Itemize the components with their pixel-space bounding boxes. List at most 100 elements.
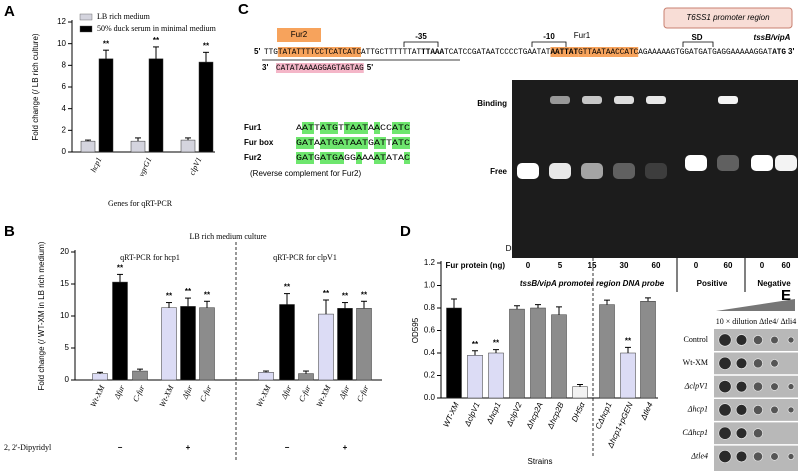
sequence-segment: GTTAATAACCATC [578,48,638,57]
bar [199,307,215,381]
gel-band [718,96,738,104]
significance-label: ** [493,339,500,348]
match-highlight [404,152,410,164]
band-label: Free [490,167,507,176]
significance-label: ** [361,290,368,299]
bar [132,370,148,381]
probe-label: Positive [697,279,728,288]
chart-title: LB rich medium culture [189,232,267,241]
significance-label: ** [103,39,110,48]
region-box [663,7,793,29]
sequence-segment: TCATCCGATAATCCCCTGAATAT [444,48,550,57]
match-highlight [392,122,398,134]
site-label: SD [691,33,702,42]
alignment-sequence: GATGATGAGGAAAATATAC [296,154,410,163]
sequence-highlight [550,47,579,57]
y-tick-label: 1.0 [424,281,436,290]
y-tick-label: 10 [57,39,66,48]
colony-spot [753,335,763,345]
lane-amount: 0 [694,261,699,270]
strand-end: 5' [367,63,373,72]
match-highlight [380,152,386,164]
error-bar [137,368,143,372]
colony-spot [735,357,748,369]
strand-end: 3' [262,63,268,72]
colony-spot [718,356,732,370]
error-bar [117,273,123,283]
match-highlight [356,137,362,149]
probe-label: Negative [757,279,791,288]
significance-label: ** [153,36,160,45]
y-tick-label: 10 [60,311,69,320]
error-bar [472,350,478,356]
match-highlight [332,122,338,134]
sequence-highlight [276,63,364,73]
colony-spot [735,450,748,463]
gel-band [581,163,603,179]
colony-spot [753,404,763,415]
colony-spot [787,383,795,390]
region-title: T6SS1 promoter region [686,13,770,22]
site-bracket [403,41,439,47]
gel-band [517,163,539,179]
gel-band [685,155,707,171]
strain-label: Control [684,335,709,344]
match-highlight [296,152,302,164]
site-label: -10 [543,32,555,41]
probe-label: tssB/vipA promoter region DNA probe [520,279,665,288]
gel-band [645,163,667,179]
match-highlight [320,137,326,149]
error-bar [645,297,651,302]
y-tick-label: 0.0 [424,393,436,402]
colony-spot [753,451,763,462]
gel-band [613,163,635,179]
strand-end: 3' [788,47,794,56]
treatment-level: − [118,443,123,452]
gel-band [549,163,571,179]
error-bar [135,137,141,142]
sequence-highlight [578,47,639,57]
bar [298,373,314,381]
match-highlight [320,122,326,134]
lane-amount: 60 [782,261,791,270]
site-label: Fur2 [291,30,308,39]
colony-spot [770,452,779,461]
significance-label: ** [203,41,210,50]
error-bar [153,46,159,59]
treatment-level: + [343,443,348,452]
significance-label: ** [284,283,291,292]
error-bar [185,137,191,141]
sequence-segment: CATATAAAAGGAGTAGTAG [276,64,364,73]
bar [92,373,108,381]
colony-spot [787,336,795,344]
bar [599,304,615,399]
bar [130,140,146,153]
alignment-name: Fur1 [244,123,262,132]
bar [509,308,525,399]
lane-amount: 5 [558,261,563,270]
panel-label: E [781,287,791,304]
match-highlight [332,152,338,164]
x-axis-label: Strains [528,457,553,466]
strain-label: CΔhcp1 [682,428,708,437]
site-box [277,28,321,42]
alignment-note: (Reverse complement for Fur2) [250,169,361,178]
y-tick-label: 0 [65,375,70,384]
bar [112,281,128,381]
strain-label: Wt-XM [683,358,708,367]
y-tick-label: 0.4 [424,348,436,357]
treatment-level: − [285,443,290,452]
match-highlight [344,122,350,134]
group-title: qRT-PCR for hcp1 [120,253,180,262]
dilution-wedge [716,299,795,311]
bar [161,307,177,381]
colony-spot [718,426,732,440]
colony-spot [718,333,732,347]
sequence-segment: AATTAT [550,48,578,57]
error-bar [185,297,191,307]
colony-spot [753,428,763,439]
match-highlight [380,137,386,149]
match-highlight [320,152,326,164]
error-bar [556,306,562,315]
match-highlight [332,137,338,149]
